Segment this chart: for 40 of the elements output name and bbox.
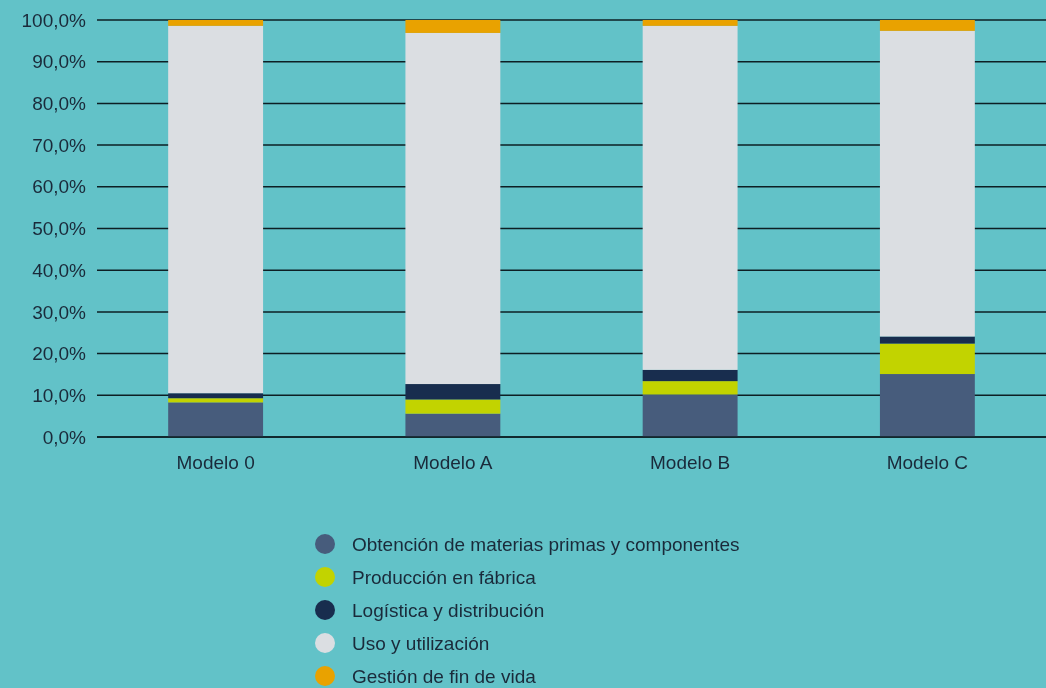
- bar: [168, 393, 264, 399]
- y-tick-label: 40,0%: [32, 259, 87, 281]
- bar: [879, 343, 975, 375]
- x-tick-label: Modelo B: [649, 451, 731, 473]
- bar: [405, 384, 501, 400]
- bar: [879, 20, 975, 31]
- bar: [405, 20, 501, 33]
- bar: [168, 20, 264, 26]
- bar: [642, 369, 738, 382]
- bar: [168, 402, 264, 437]
- bar: [405, 399, 501, 414]
- y-tick-label: 100,0%: [21, 9, 87, 31]
- bar: [879, 30, 975, 337]
- legend-label: Obtención de materias primas y componentes: [352, 533, 740, 555]
- legend-label: Producción en fábrica: [352, 566, 537, 588]
- y-tick-label: 0,0%: [42, 426, 87, 448]
- bar: [642, 381, 738, 395]
- bar: [642, 394, 738, 437]
- x-tick-label: Modelo A: [413, 451, 493, 473]
- y-tick-label: 90,0%: [32, 51, 87, 73]
- bar: [879, 374, 975, 437]
- y-tick-label: 50,0%: [32, 218, 87, 240]
- bar: [405, 413, 501, 437]
- bar: [168, 25, 264, 394]
- bar: [642, 20, 738, 26]
- y-tick-label: 70,0%: [32, 134, 87, 156]
- bar: [642, 25, 738, 370]
- bar: [879, 336, 975, 344]
- bar: [168, 398, 264, 403]
- legend-label: Gestión de fin de vida: [352, 665, 537, 687]
- bar: [405, 32, 501, 385]
- y-tick-label: 60,0%: [32, 176, 87, 198]
- y-tick-label: 30,0%: [32, 301, 87, 323]
- legend-label: Logística y distribución: [352, 599, 545, 621]
- x-tick-label: Modelo 0: [176, 451, 255, 473]
- y-tick-label: 20,0%: [32, 343, 87, 365]
- x-tick-label: Modelo C: [886, 451, 969, 473]
- legend-label: Uso y utilización: [352, 632, 490, 654]
- y-tick-label: 80,0%: [32, 93, 87, 115]
- y-tick-label: 10,0%: [32, 384, 87, 406]
